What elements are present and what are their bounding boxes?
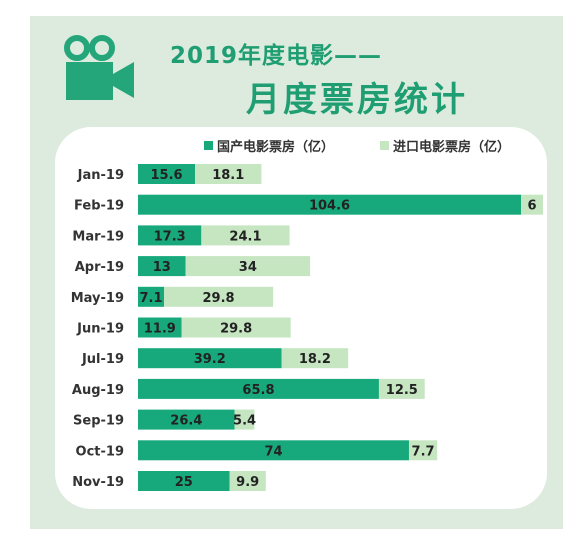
category-label: Oct-19: [76, 444, 124, 459]
legend-swatch-imported: [380, 141, 389, 150]
chart-title-line-2: 月度票房统计: [246, 80, 468, 120]
category-label: Nov-19: [72, 475, 124, 490]
bar-domestic: [138, 225, 202, 246]
category-label: Apr-19: [75, 260, 124, 275]
category-label: Jun-19: [76, 322, 124, 337]
bar-imported: [201, 225, 290, 246]
bar-imported: [281, 348, 349, 369]
data-label-domestic: 11.9: [144, 322, 176, 337]
legend-item-domestic: 国产电影票房（亿）: [204, 136, 334, 155]
legend-item-imported: 进口电影票房（亿）: [380, 136, 510, 155]
data-label-imported: 18.2: [299, 352, 331, 367]
data-label-domestic: 13: [153, 260, 171, 275]
category-label: Jan-19: [77, 168, 124, 183]
bar-domestic: [138, 317, 182, 338]
bar-imported: [163, 286, 274, 307]
bar-imported: [521, 194, 543, 215]
bar-domestic: [138, 409, 235, 430]
bar-domestic: [138, 471, 230, 491]
bar-domestic: [138, 164, 196, 184]
category-label: Aug-19: [72, 383, 124, 398]
data-label-domestic: 26.4: [170, 414, 202, 429]
bar-domestic: [138, 378, 379, 399]
bar-imported: [185, 256, 311, 277]
category-label: Sep-19: [73, 414, 124, 429]
data-label-imported: 24.1: [229, 229, 261, 244]
legend-swatch-domestic: [204, 141, 213, 150]
data-label-imported: 6: [527, 199, 536, 214]
data-label-domestic: 17.3: [154, 229, 186, 244]
data-label-imported: 9.9: [236, 475, 259, 490]
category-label: Feb-19: [74, 199, 124, 214]
bar-imported: [181, 317, 291, 338]
chart-title-line-1: 2019年度电影——: [170, 43, 383, 69]
data-label-domestic: 74: [264, 444, 282, 459]
bar-domestic: [138, 286, 164, 307]
bar-imported: [195, 164, 262, 184]
data-label-domestic: 7.1: [139, 291, 162, 306]
data-label-domestic: 39.2: [194, 352, 226, 367]
legend-label-imported: 进口电影票房（亿）: [393, 140, 511, 155]
bar-imported: [378, 378, 425, 399]
data-label-imported: 34: [239, 260, 257, 275]
data-label-domestic: 65.8: [242, 383, 274, 398]
data-label-imported: 5.4: [233, 414, 256, 429]
data-label-domestic: 25: [175, 475, 193, 490]
data-label-imported: 18.1: [212, 168, 244, 183]
bar-imported: [234, 409, 255, 430]
data-label-imported: 7.7: [412, 444, 435, 459]
bar-domestic: [138, 256, 186, 277]
data-label-imported: 29.8: [220, 322, 252, 337]
data-label-imported: 29.8: [203, 291, 235, 306]
data-label-imported: 12.5: [386, 383, 418, 398]
category-label: Jul-19: [81, 352, 124, 367]
data-label-domestic: 15.6: [151, 168, 183, 183]
category-label: Mar-19: [72, 229, 124, 244]
data-label-domestic: 104.6: [309, 199, 350, 214]
bar-domestic: [138, 348, 282, 369]
legend-label-domestic: 国产电影票房（亿）: [217, 140, 335, 155]
bar-imported: [229, 471, 266, 491]
category-label: May-19: [71, 291, 124, 306]
bar-domestic: [138, 440, 409, 461]
bar-domestic: [138, 194, 522, 215]
bar-imported: [408, 440, 438, 461]
movie-camera-icon: [64, 35, 134, 100]
